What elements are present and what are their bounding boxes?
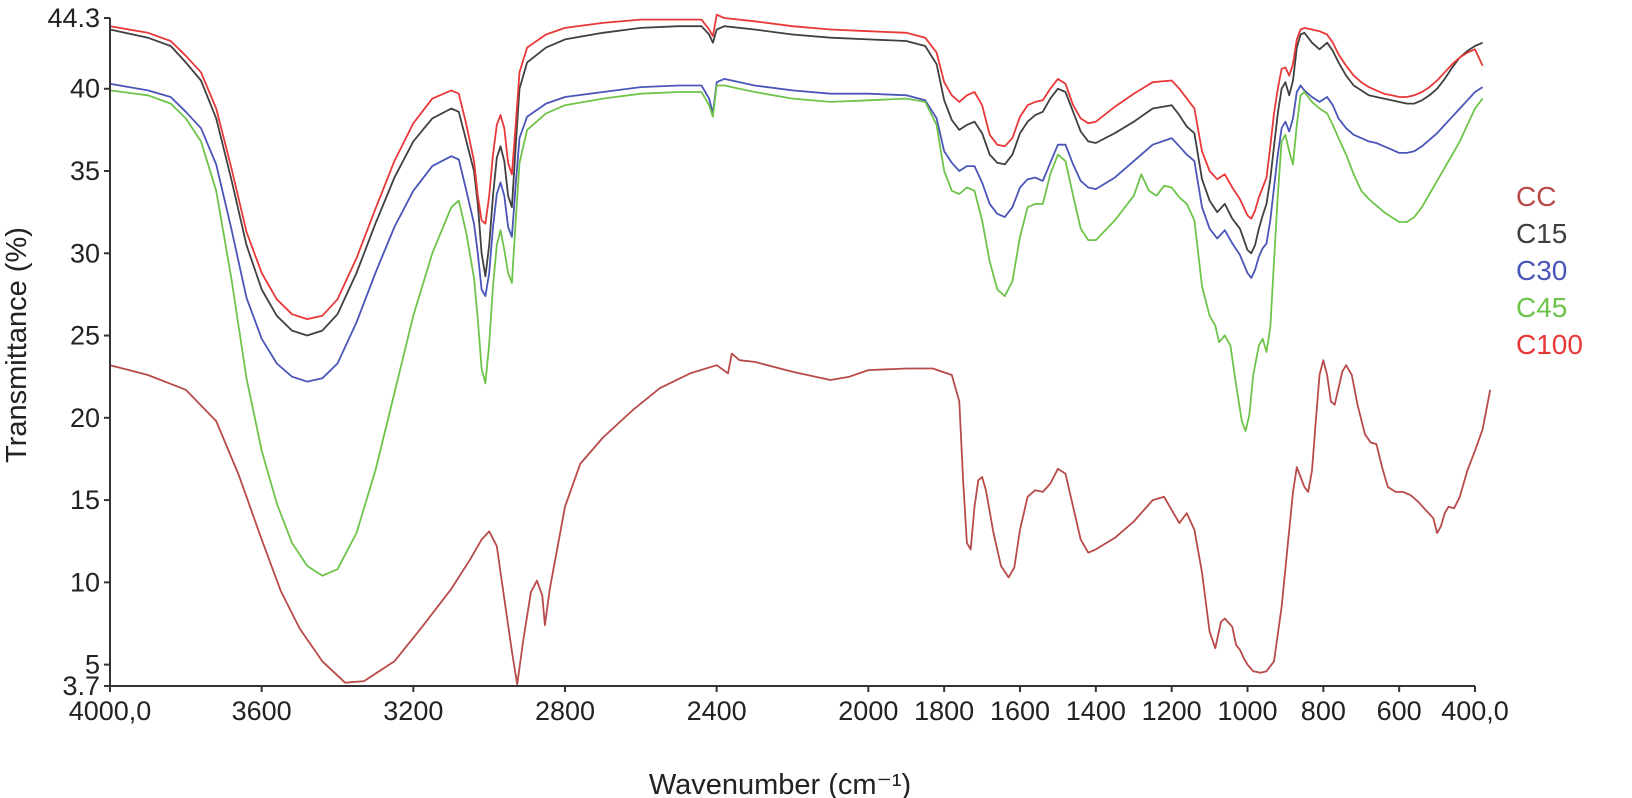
legend-label-c15: C15 xyxy=(1516,218,1567,249)
x-tick-label: 400,0 xyxy=(1441,696,1509,726)
y-tick-label: 35 xyxy=(70,156,100,186)
legend-label-c45: C45 xyxy=(1516,292,1567,323)
series-line-c45 xyxy=(109,84,1484,577)
series-line-c15 xyxy=(109,25,1483,337)
y-axis-label: Transmittance (%) xyxy=(1,227,33,463)
x-tick-label: 1000 xyxy=(1217,696,1277,726)
y-tick-label: 3.7 xyxy=(62,671,100,701)
y-tick-label: 40 xyxy=(70,74,100,104)
x-tick-label: 2400 xyxy=(687,696,747,726)
axes-layer xyxy=(109,18,1475,687)
legend-label-cc: CC xyxy=(1516,181,1556,212)
y-tick-label: 30 xyxy=(70,238,100,268)
x-axis-ticks: 4000,0 3600 3200 2800 2400 2000 1800 1600 1400 12… xyxy=(69,686,1509,726)
x-axis-label: Wavenumber (cm⁻¹) xyxy=(649,769,911,798)
x-tick-label: 3600 xyxy=(232,696,292,726)
y-axis-ticks: 3.75 10 15 20 25 30 35 40 44.3 xyxy=(47,3,110,701)
legend-label-c30: C30 xyxy=(1516,255,1567,286)
x-tick-label: 2800 xyxy=(535,696,595,726)
x-tick-label: 1800 xyxy=(914,696,974,726)
x-tick-label: 600 xyxy=(1377,696,1422,726)
legend: CC C15 C30 C45 C100 xyxy=(1516,181,1583,360)
series-layer xyxy=(109,13,1492,686)
series-line-cc xyxy=(109,352,1492,686)
y-tick-label: 5 xyxy=(85,650,100,680)
legend-label-c100: C100 xyxy=(1516,329,1583,360)
x-tick-label: 3200 xyxy=(383,696,443,726)
series-line-c100 xyxy=(109,13,1484,320)
x-tick-label: 1400 xyxy=(1066,696,1126,726)
x-tick-label: 1200 xyxy=(1142,696,1202,726)
y-tick-label: 20 xyxy=(70,403,100,433)
y-tick-label: 44.3 xyxy=(47,3,100,33)
x-tick-label: 1600 xyxy=(990,696,1050,726)
y-tick-label: 25 xyxy=(70,321,100,351)
y-tick-label: 10 xyxy=(70,567,100,597)
y-tick-label: 15 xyxy=(70,485,100,515)
series-line-c30 xyxy=(109,78,1484,383)
x-tick-label: 4000,0 xyxy=(69,696,152,726)
x-tick-label: 2000 xyxy=(838,696,898,726)
x-tick-label: 800 xyxy=(1301,696,1346,726)
